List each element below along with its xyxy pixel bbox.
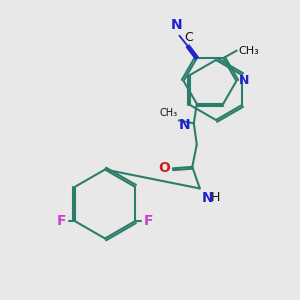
Text: N: N bbox=[178, 118, 190, 132]
Text: CH₃: CH₃ bbox=[238, 46, 259, 56]
Text: C: C bbox=[184, 31, 193, 44]
Text: F: F bbox=[57, 214, 66, 228]
Text: O: O bbox=[158, 161, 170, 176]
Text: F: F bbox=[144, 214, 153, 228]
Text: N: N bbox=[171, 18, 183, 32]
Text: CH₃: CH₃ bbox=[159, 108, 177, 118]
Text: N: N bbox=[238, 74, 249, 88]
Text: H: H bbox=[210, 191, 220, 204]
Text: N: N bbox=[202, 191, 214, 205]
